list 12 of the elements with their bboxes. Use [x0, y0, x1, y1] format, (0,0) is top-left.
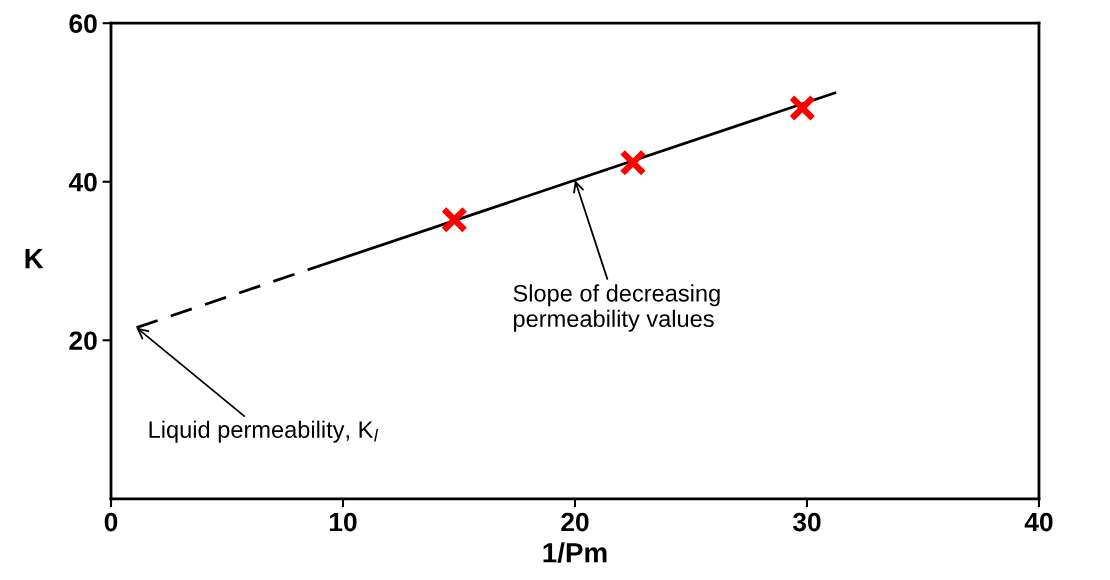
annotation: Slope of decreasing permeability values [513, 284, 720, 332]
x-tick-label: 30 [792, 512, 821, 532]
x-tick-label: 40 [1024, 512, 1053, 532]
y-tick-label: 60 [69, 14, 97, 34]
y-axis-title: K [25, 249, 44, 269]
x-tick-label: 10 [329, 512, 357, 532]
y-tick-label: 20 [69, 331, 97, 351]
x-tick-label: 20 [561, 512, 589, 532]
x-tick-label: 0 [104, 512, 118, 532]
y-tick-label: 40 [68, 172, 97, 192]
x-axis-title: 1/Pm [543, 542, 607, 563]
annotation: Liquid permeability, K$_{l}$ [149, 420, 379, 443]
